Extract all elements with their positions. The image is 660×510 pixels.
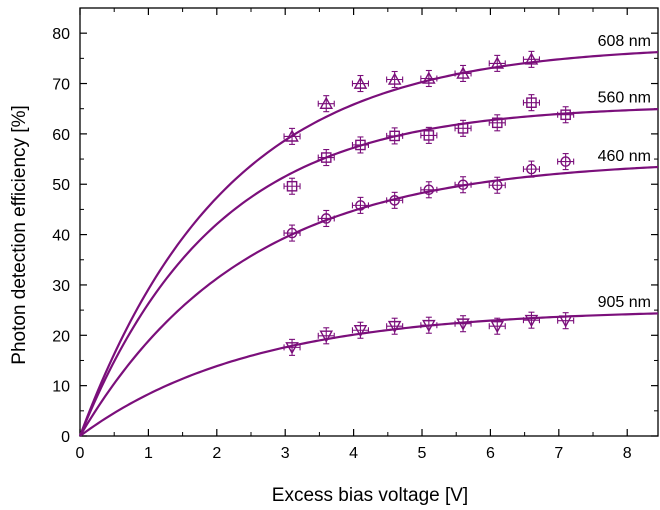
data-point bbox=[522, 50, 541, 68]
y-tick-label: 60 bbox=[52, 127, 70, 144]
y-axis-title: Photon detection efficiency [%] bbox=[9, 105, 30, 364]
data-point bbox=[317, 209, 335, 228]
axes-frame bbox=[79, 7, 659, 437]
data-point bbox=[283, 338, 301, 356]
data-point bbox=[386, 317, 404, 335]
y-tick-label: 0 bbox=[61, 429, 70, 446]
data-point bbox=[317, 327, 335, 345]
y-tick-label: 70 bbox=[52, 77, 70, 94]
data-point bbox=[557, 153, 575, 171]
x-tick-label: 1 bbox=[144, 445, 153, 462]
y-tick-label: 20 bbox=[52, 328, 70, 345]
data-point bbox=[420, 126, 438, 144]
data-point bbox=[420, 181, 438, 199]
x-tick-label: 8 bbox=[623, 445, 632, 462]
data-point bbox=[454, 315, 472, 333]
data-point bbox=[317, 148, 335, 167]
series-label-560-nm: 560 nm bbox=[598, 90, 651, 107]
data-point bbox=[488, 54, 506, 72]
series-label-608-nm: 608 nm bbox=[598, 33, 651, 50]
data-point bbox=[522, 311, 541, 329]
y-tick-label: 50 bbox=[52, 177, 70, 194]
y-tick-label: 80 bbox=[52, 26, 70, 43]
data-point bbox=[454, 176, 472, 194]
data-point bbox=[317, 95, 335, 113]
data-point bbox=[283, 127, 301, 145]
data-point bbox=[283, 224, 301, 242]
data-point bbox=[386, 127, 404, 145]
x-tick-label: 0 bbox=[76, 445, 85, 462]
series-labels: 608 nm 560 nm 460 nm 905 nm bbox=[598, 33, 651, 311]
data-point bbox=[488, 317, 506, 335]
data-point bbox=[454, 64, 472, 83]
plot-frame bbox=[79, 7, 659, 437]
data-point bbox=[351, 196, 369, 214]
x-tick-label: 6 bbox=[486, 445, 495, 462]
data-point bbox=[420, 69, 438, 88]
fit-curve-905-nm bbox=[79, 312, 659, 437]
data-point bbox=[557, 106, 575, 124]
data-point bbox=[488, 176, 506, 194]
x-tick-label: 3 bbox=[281, 445, 290, 462]
series-label-905-nm: 905 nm bbox=[598, 294, 651, 311]
x-tick-label: 5 bbox=[418, 445, 427, 462]
fit-curve-608-nm bbox=[78, 51, 659, 437]
y-tick-label: 40 bbox=[52, 228, 70, 245]
fit-curve-460-nm bbox=[79, 165, 659, 437]
data-point bbox=[522, 160, 541, 178]
data-point bbox=[557, 312, 575, 330]
data-point bbox=[351, 74, 369, 93]
data-point bbox=[351, 321, 369, 339]
series-label-460-nm: 460 nm bbox=[598, 148, 651, 165]
fit-curve-560-nm bbox=[78, 108, 659, 437]
y-tick-label: 30 bbox=[52, 278, 70, 295]
x-tick-label: 7 bbox=[554, 445, 563, 462]
data-point bbox=[522, 94, 541, 112]
data-point bbox=[386, 70, 404, 89]
data-point bbox=[488, 114, 506, 132]
data-point bbox=[283, 177, 301, 195]
data-point bbox=[386, 191, 404, 209]
data-point bbox=[351, 136, 369, 154]
y-tick-label: 10 bbox=[52, 379, 70, 396]
x-axis-title: Excess bias voltage [V] bbox=[272, 485, 468, 506]
data-point bbox=[420, 316, 438, 334]
data-point bbox=[454, 119, 472, 137]
fit-curves bbox=[78, 51, 659, 437]
x-tick-label: 2 bbox=[212, 445, 221, 462]
x-tick-label: 4 bbox=[349, 445, 358, 462]
data-points bbox=[283, 50, 575, 356]
